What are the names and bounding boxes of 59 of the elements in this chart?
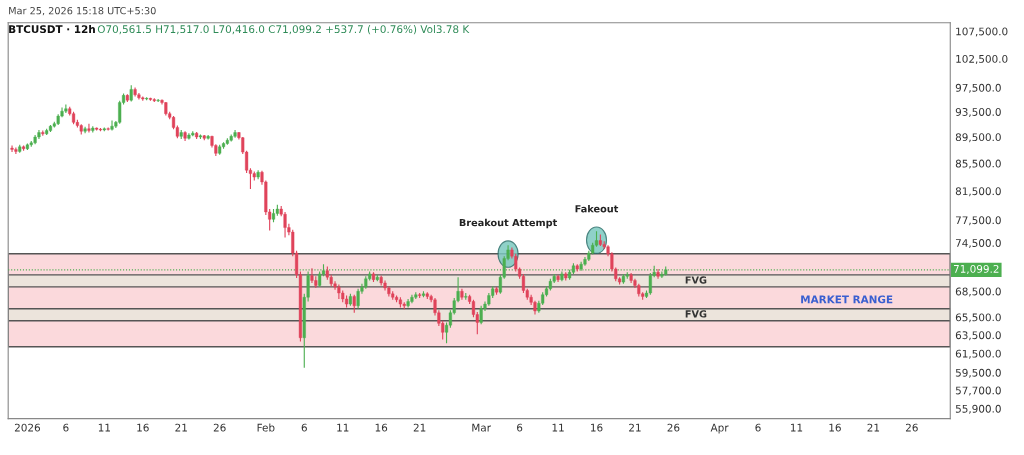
candlestick (64, 103, 68, 114)
y-tick-label: 59,500.0 (955, 368, 1001, 378)
annotation: Breakout Attempt (459, 218, 558, 229)
x-tick-label: Feb (257, 423, 275, 432)
y-tick-label: 102,500.0 (956, 54, 1008, 64)
x-tick-label: 26 (213, 423, 226, 432)
x-tick-label: 6 (63, 423, 69, 432)
x-tick-label: 26 (905, 423, 918, 432)
y-tick-label: 107,500.0 (956, 27, 1008, 37)
x-tick-label: 16 (137, 423, 149, 432)
y-tick-label: 57,700.0 (955, 386, 1001, 396)
y-tick-label: 68,500.0 (955, 287, 1001, 297)
band-label: FVG (685, 310, 707, 318)
annotation: Fakeout (575, 204, 619, 213)
x-tick-label: Apr (710, 423, 729, 434)
candlestick (356, 288, 360, 309)
y-tick-label: 81,500.0 (955, 187, 1001, 197)
x-tick-label: 16 (591, 423, 603, 432)
x-tick-label: 6 (301, 423, 307, 432)
candlestick (110, 119, 114, 132)
candlestick (352, 294, 356, 314)
x-tick-label: 6 (755, 423, 761, 432)
x-tick-label: 21 (413, 423, 426, 432)
band-label: FVG (685, 276, 707, 284)
x-tick-label: 21 (867, 423, 880, 432)
x-tick-label: 11 (790, 423, 803, 432)
y-tick-label: 85,500.0 (955, 159, 1001, 169)
x-tick-label: 16 (375, 423, 388, 432)
x-tick-label: 21 (175, 423, 187, 432)
candlestick (310, 267, 314, 284)
band-label: MARKET RANGE (801, 295, 893, 304)
text: Mar 25, 2026 15:18 UTC+5:30 (9, 7, 156, 16)
y-tick-label: 77,500.0 (955, 216, 1001, 226)
candlestick (648, 272, 652, 296)
x-tick-label: 6 (517, 423, 523, 432)
y-tick-label: 97,500.0 (955, 83, 1001, 93)
x-tick-label: 11 (98, 423, 110, 432)
y-tick-label: 63,500.0 (955, 331, 1001, 341)
chart-title: BTCUSDT · 12h (9, 25, 95, 34)
x-tick-label: Mar (472, 423, 491, 432)
x-tick-label: 21 (629, 423, 641, 432)
candlestick (10, 144, 14, 153)
chart-subtitle: O70,561.5 H71,517.0 L70,416.0 C71,099.2 +537.7 (+0.76%) Vol3.78 K (97, 25, 470, 35)
candlestick (656, 268, 660, 280)
x-tick-label: 26 (667, 423, 680, 432)
y-tick-label: 61,500.0 (955, 349, 1001, 359)
x-tick-label: 11 (552, 423, 564, 432)
x-tick-label: 2026 (14, 423, 41, 432)
x-tick-label: 16 (829, 423, 841, 432)
y-tick-label: 93,500.0 (955, 108, 1001, 117)
candlestick (87, 123, 91, 134)
y-tick-label: 65,500.0 (955, 313, 1001, 323)
candlestick (14, 146, 18, 155)
y-tick-label: 74,500.0 (955, 239, 1001, 249)
x-tick-label: 11 (337, 423, 349, 432)
candlestick (479, 305, 483, 325)
ref-line-label: 71,099.2 (953, 264, 999, 274)
y-tick-label: 89,500.0 (955, 133, 1001, 143)
y-tick-label: 55,900.0 (955, 404, 1001, 414)
